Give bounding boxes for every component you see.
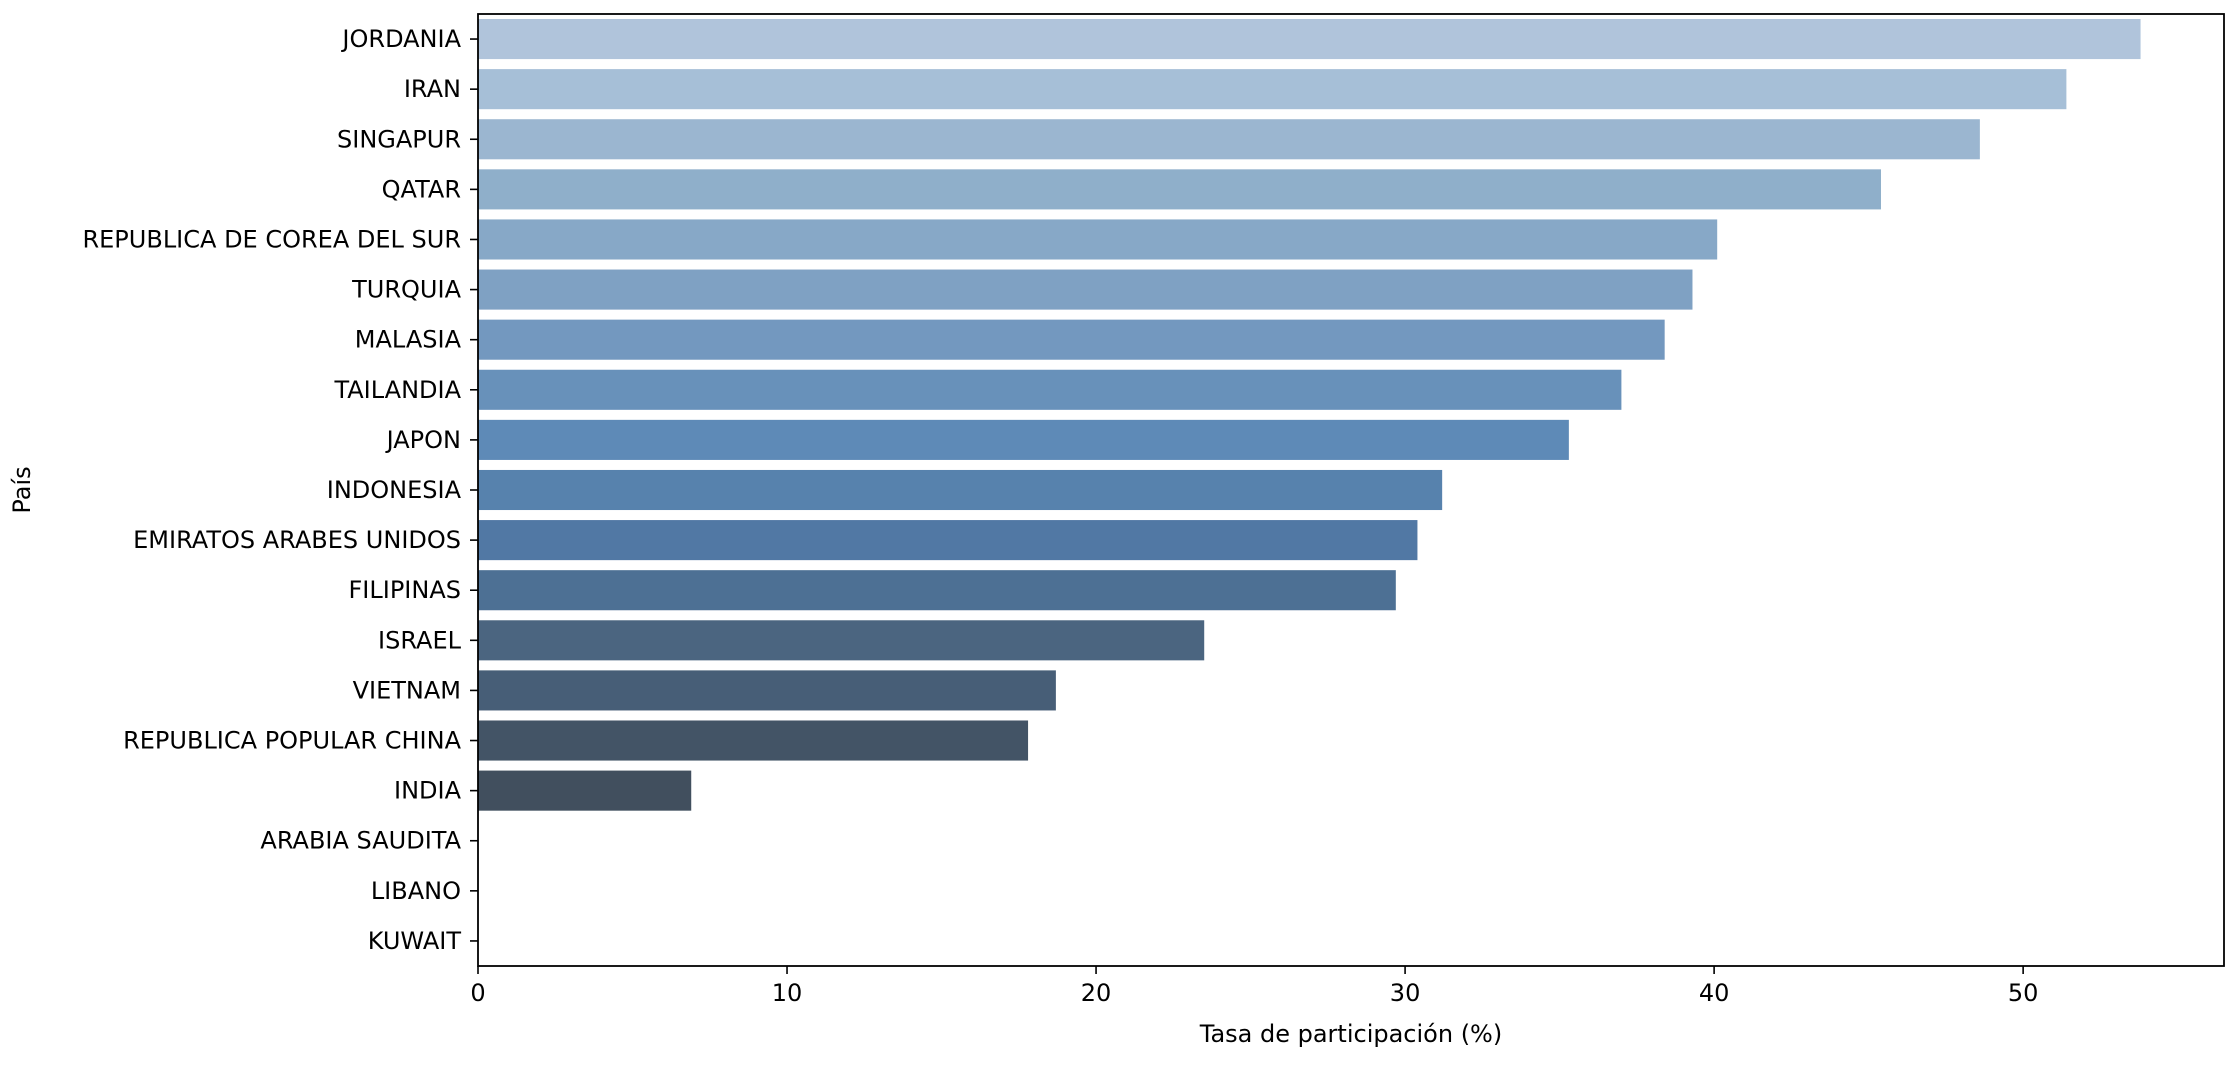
y-tick-label: QATAR	[382, 175, 461, 203]
y-tick-label: VIETNAM	[353, 676, 461, 704]
bar	[478, 620, 1205, 661]
bar	[478, 720, 1029, 761]
y-tick-label: ARABIA SAUDITA	[260, 827, 461, 855]
bar	[478, 469, 1443, 511]
bar	[478, 319, 1665, 360]
x-tick-label: 10	[772, 979, 803, 1007]
x-tick-label: 30	[1390, 979, 1421, 1007]
y-tick-label: JORDANIA	[340, 25, 461, 53]
bar	[478, 169, 1881, 210]
y-tick-label: LIBANO	[371, 877, 461, 905]
y-tick-label: TURQUIA	[351, 276, 461, 304]
y-tick-label: SINGAPUR	[337, 125, 461, 153]
y-tick-label: INDIA	[394, 777, 462, 805]
y-tick-label: MALASIA	[355, 326, 462, 354]
bar	[478, 670, 1056, 711]
x-tick-label: 50	[2008, 979, 2039, 1007]
x-axis-label: Tasa de participación (%)	[1199, 1020, 1502, 1048]
bar	[478, 119, 1980, 160]
bar	[478, 419, 1569, 460]
y-tick-label: ISRAEL	[378, 626, 462, 654]
y-axis-label: País	[8, 466, 36, 513]
y-tick-label: REPUBLICA DE COREA DEL SUR	[82, 225, 461, 253]
y-tick-label: FILIPINAS	[349, 576, 462, 604]
bar	[478, 570, 1396, 611]
bar	[478, 219, 1718, 260]
y-tick-label: EMIRATOS ARABES UNIDOS	[133, 526, 461, 554]
bar	[478, 69, 2067, 110]
bar	[478, 770, 692, 811]
y-tick-label: KUWAIT	[368, 927, 462, 955]
plot-area-frame	[477, 13, 2225, 967]
bar	[478, 19, 2141, 60]
y-tick-label: INDONESIA	[327, 476, 462, 504]
bar	[478, 269, 1693, 310]
bar	[478, 520, 1418, 561]
bar	[478, 369, 1622, 410]
y-tick-label: JAPON	[385, 426, 461, 454]
x-tick-label: 20	[1081, 979, 1112, 1007]
y-tick-label: IRAN	[404, 75, 461, 103]
y-tick-label: REPUBLICA POPULAR CHINA	[123, 727, 461, 755]
y-tick-label: TAILANDIA	[333, 376, 461, 404]
x-tick-label: 40	[1699, 979, 1730, 1007]
x-tick-label: 0	[470, 979, 485, 1007]
